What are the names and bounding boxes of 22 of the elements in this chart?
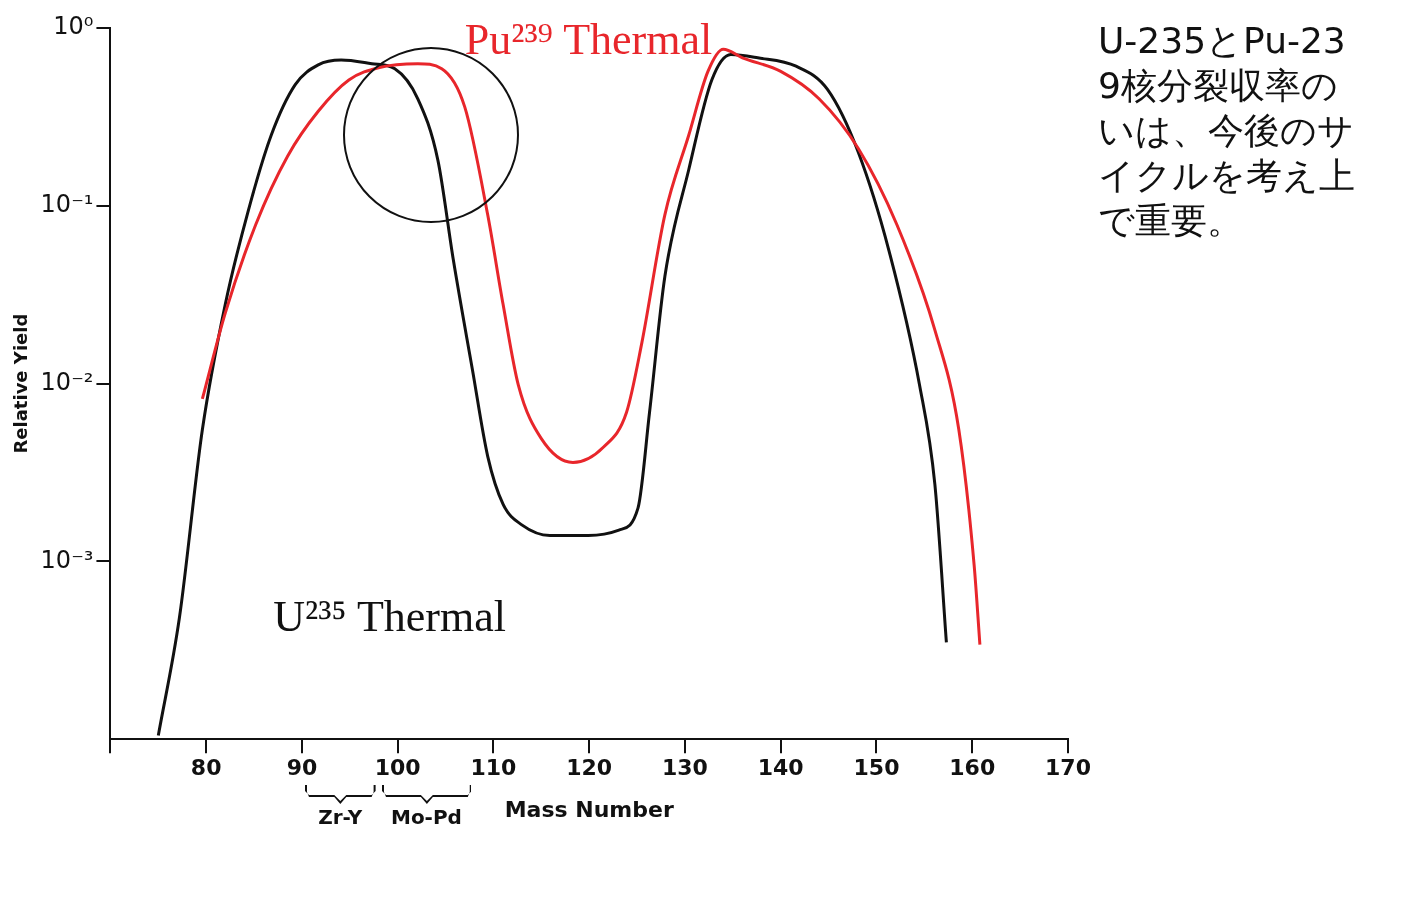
x-tick-label: 110 <box>470 755 517 781</box>
x-tick-label: 100 <box>374 755 421 781</box>
y-tick-label: 10⁻³ <box>40 545 94 574</box>
series-label: U²³⁵ Thermal <box>273 591 506 641</box>
x-tick-label: 150 <box>853 755 900 781</box>
y-tick-label: 10⁻¹ <box>40 190 94 219</box>
x-tick-label: 170 <box>1045 755 1091 781</box>
x-tick-label: 130 <box>662 755 708 781</box>
series-label: Pu²³⁹ Thermal <box>464 15 713 65</box>
line-series <box>156 52 948 737</box>
text: Zr-Y <box>318 805 363 830</box>
text: U-235とPu-239核分裂収率のいは、今後のサイクルを考え上で重要。 <box>1098 19 1356 243</box>
y-tick-label: 10⁰ <box>53 12 94 41</box>
y-tick-label: 10⁻² <box>40 367 94 396</box>
x-tick-label: 120 <box>566 755 613 781</box>
x-axis-title: Mass Number <box>504 796 674 822</box>
x-tick-label: 80 <box>190 755 222 781</box>
text: Mo-Pd <box>390 805 462 830</box>
y-axis-title: Relative Yield <box>10 313 32 454</box>
x-tick-label: 160 <box>949 755 996 781</box>
x-tick-label: 90 <box>286 755 318 781</box>
x-tick-label: 140 <box>757 755 804 781</box>
